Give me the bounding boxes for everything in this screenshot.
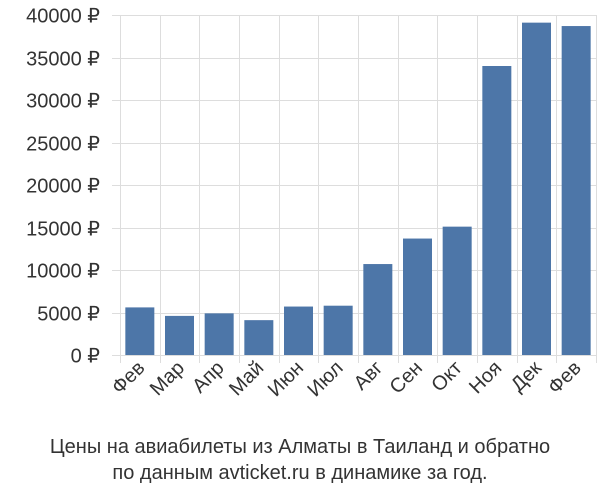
y-tick-label: 25000 ₽ bbox=[26, 134, 100, 156]
x-tick-label: Дек bbox=[507, 357, 546, 396]
x-tick-label: Окт bbox=[427, 357, 466, 396]
y-tick-label: 20000 ₽ bbox=[26, 176, 100, 198]
bar bbox=[284, 306, 313, 355]
bar bbox=[204, 313, 234, 355]
x-tick-label: Июн bbox=[264, 357, 308, 401]
bars bbox=[125, 22, 591, 356]
y-tick-label: 15000 ₽ bbox=[26, 219, 100, 241]
chart-caption-line-1: Цены на авиабилеты из Алматы в Таиланд и… bbox=[49, 436, 551, 458]
bar bbox=[323, 305, 353, 355]
bar bbox=[165, 315, 194, 355]
y-tick-label: 10000 ₽ bbox=[26, 261, 100, 283]
bar bbox=[522, 22, 551, 356]
y-tick-label: 0 ₽ bbox=[71, 346, 101, 368]
bar bbox=[125, 307, 155, 355]
bar bbox=[442, 226, 472, 355]
y-tick-label: 35000 ₽ bbox=[26, 49, 100, 71]
y-tick-label: 30000 ₽ bbox=[26, 91, 100, 113]
x-tick-label: Фев bbox=[108, 357, 150, 399]
grid-lines bbox=[112, 15, 597, 363]
x-tick-label: Фев bbox=[544, 357, 586, 399]
bar bbox=[363, 264, 393, 355]
bar bbox=[482, 66, 512, 355]
x-tick-label: Авг bbox=[350, 357, 388, 395]
bar bbox=[403, 238, 432, 355]
x-tick-label: Апр bbox=[188, 357, 229, 398]
y-axis-ticks: 0 ₽ 5000 ₽ 10000 ₽ 15000 ₽ 20000 ₽ 25000 ₽ 300… bbox=[26, 6, 100, 368]
bar bbox=[244, 320, 274, 355]
y-tick-label: 40000 ₽ bbox=[26, 6, 100, 28]
x-tick-label: Сен bbox=[386, 357, 427, 398]
x-tick-label: Мар bbox=[146, 357, 189, 400]
y-tick-label: 5000 ₽ bbox=[37, 304, 100, 326]
x-tick-label: Ноя bbox=[465, 357, 506, 398]
bar bbox=[561, 26, 591, 356]
x-tick-label: Июл bbox=[303, 357, 347, 401]
chart-caption-line-2: по данным avticket.ru в динамике за год. bbox=[112, 462, 488, 484]
x-tick-label: Май bbox=[225, 357, 268, 400]
